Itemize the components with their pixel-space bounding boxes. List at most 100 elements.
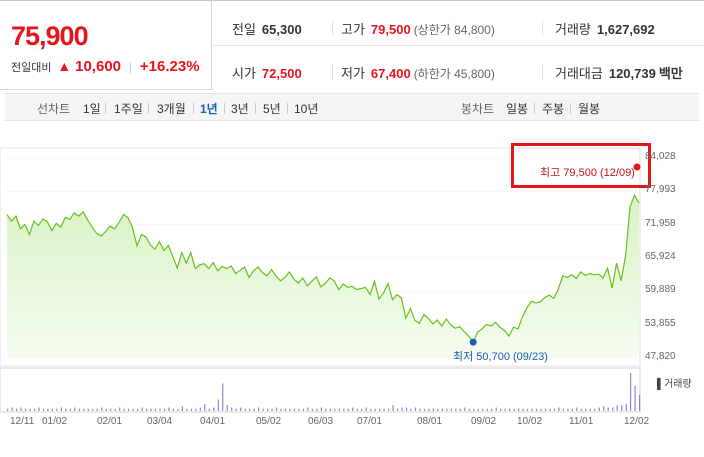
volume-bar — [7, 408, 9, 411]
tab-3years[interactable]: 3년 — [231, 102, 249, 116]
volume-bar — [293, 408, 296, 411]
volume-bar — [154, 408, 157, 411]
volume-bar — [441, 408, 443, 411]
candle-chart-label: 봉차트 — [461, 102, 495, 116]
volume-bar — [42, 408, 45, 411]
volume-bar — [607, 407, 609, 411]
volume-bar — [16, 408, 18, 411]
x-tick-label: 03/04 — [147, 416, 173, 427]
volume-bar — [365, 407, 367, 411]
volume-bar — [585, 408, 587, 411]
amount-label: 거래대금 — [555, 66, 603, 81]
tab-1day[interactable]: 1일 — [83, 102, 101, 116]
volume-bar — [625, 404, 627, 411]
open-value: 72,500 — [261, 66, 302, 81]
volume-bar — [83, 408, 85, 411]
volume-bar — [217, 399, 219, 411]
open-stat: 시가 72,500 — [232, 63, 302, 82]
price-line — [6, 193, 640, 344]
prev-close-label: 전일 — [232, 22, 256, 37]
prev-close-stat: 전일 65,300 — [232, 19, 302, 38]
volume-bar — [302, 408, 304, 411]
y-tick-label: 71,958 — [645, 217, 676, 229]
tab-10years[interactable]: 10년 — [294, 102, 319, 116]
volume-bar — [20, 407, 22, 411]
volume-bar — [208, 408, 210, 411]
volume-bar — [74, 407, 76, 411]
x-tick-label: 12/02 — [624, 416, 650, 427]
prev-close-value: 65,300 — [261, 22, 302, 37]
volume-bar — [549, 408, 551, 411]
volume-bar — [96, 408, 98, 411]
volume-bar — [338, 408, 340, 411]
x-tick-label: 06/03 — [308, 416, 334, 427]
volume-bar — [356, 408, 358, 411]
x-tick-label: 04/01 — [200, 416, 226, 427]
divider — [542, 65, 543, 79]
volume-bar — [392, 405, 394, 411]
min-point-marker — [469, 338, 477, 346]
x-tick-label: 10/02 — [517, 416, 543, 427]
tab-1week[interactable]: 1주일 — [114, 102, 143, 116]
divider — [570, 103, 571, 114]
volume-bar — [558, 407, 560, 411]
max-highlight-box — [511, 143, 651, 188]
volume-bar — [562, 408, 564, 411]
volume-bar — [468, 408, 470, 411]
volume-bar — [598, 407, 600, 411]
volume-bar — [477, 408, 479, 411]
volume-bar — [311, 408, 313, 411]
min-price-label: 최저 50,700 (09/23) — [453, 351, 548, 363]
volume-bar — [60, 407, 62, 411]
tab-monthly-candle[interactable]: 월봉 — [578, 102, 601, 116]
volume-bar — [284, 408, 287, 411]
x-tick-label: 02/01 — [97, 416, 123, 427]
volume-bar — [213, 407, 215, 411]
upper-limit: (상한가 84,800) — [413, 23, 495, 37]
volume-bar — [244, 408, 246, 411]
volume-bar — [271, 408, 273, 411]
volume-bar — [226, 405, 228, 411]
volume-bar — [639, 394, 641, 411]
volume-bar — [258, 407, 260, 411]
price-chart-svg — [0, 147, 641, 413]
volume-bar — [352, 407, 354, 411]
tab-weekly-candle[interactable]: 주봉 — [542, 102, 565, 116]
low-value: 67,400 — [370, 66, 411, 81]
y-tick-label: 59,889 — [645, 284, 676, 296]
volume-bar — [249, 408, 251, 411]
volume-bar — [51, 408, 53, 411]
volume-bar — [262, 408, 264, 411]
tab-daily-candle[interactable]: 일봉 — [506, 102, 529, 116]
volume-bar — [526, 408, 529, 411]
volume-bar — [78, 408, 80, 411]
volume-bar — [199, 407, 201, 411]
volume-bar — [464, 407, 466, 411]
lower-limit: (하한가 45,800) — [413, 67, 495, 81]
volume-bar — [603, 406, 605, 411]
price-chart[interactable]: 최고 79,500 (12/09) 최저 50,700 (09/23) ▌거래량… — [0, 122, 704, 457]
divider — [332, 65, 333, 79]
volume-bar — [414, 407, 417, 411]
x-tick-label: 07/01 — [357, 416, 383, 427]
volume-bar — [621, 405, 623, 411]
amount-stat: 거래대금 120,739 백만 — [555, 63, 683, 82]
tab-1year[interactable]: 1년 — [200, 102, 218, 116]
volume-bar — [137, 408, 139, 411]
volume-bar — [119, 407, 121, 411]
volume-bar — [437, 408, 439, 411]
volume-bar — [482, 408, 484, 411]
volume-bar — [325, 408, 327, 411]
volume-bar — [316, 408, 318, 411]
volume-bar — [307, 407, 309, 411]
volume-bar — [379, 408, 381, 411]
max-point-marker — [633, 163, 641, 171]
tab-5years[interactable]: 5년 — [263, 102, 281, 116]
x-tick-label: 11/01 — [569, 416, 594, 427]
volume-bar — [397, 408, 399, 411]
volume-bar — [419, 408, 421, 411]
tab-3months[interactable]: 3개월 — [157, 102, 186, 116]
amount-value: 120,739 — [608, 66, 656, 81]
x-tick-label: 09/02 — [471, 416, 497, 427]
current-price-box: 75,900 전일대비 ▲ 10,600 | +16.23% — [0, 1, 212, 90]
